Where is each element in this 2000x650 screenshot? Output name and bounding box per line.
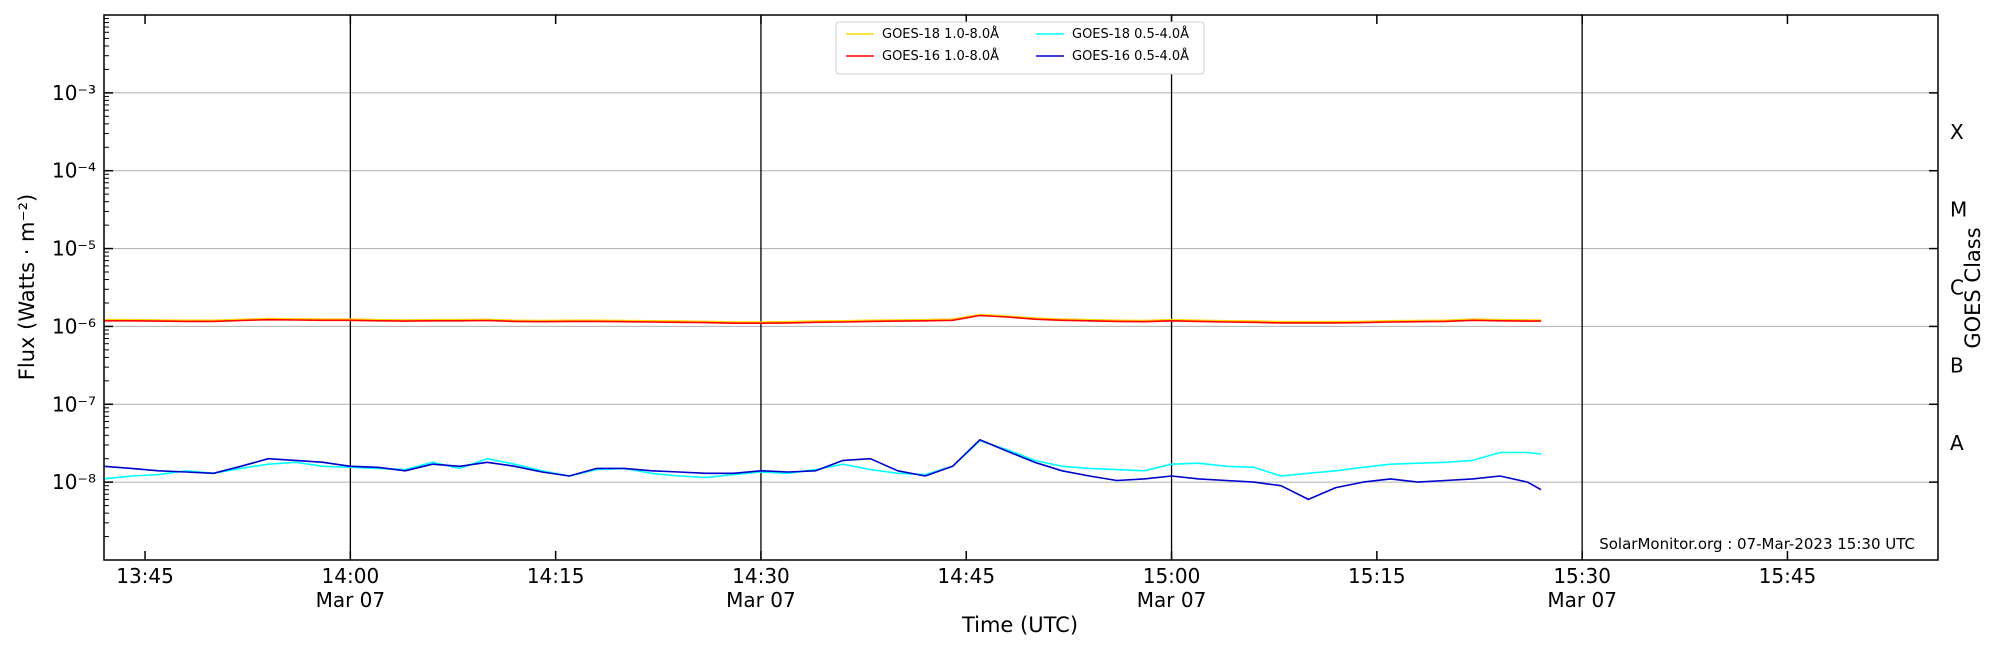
goes-class-a: A (1950, 431, 1964, 455)
series-line-3 (103, 438, 1542, 501)
legend-label-3: GOES-16 0.5-4.0Å (1072, 48, 1189, 64)
x-axis-title: Time (UTC) (961, 613, 1078, 637)
x-tick-date-7: Mar 07 (1547, 588, 1617, 612)
legend-label-0: GOES-18 1.0-8.0Å (882, 26, 999, 42)
y-tick-label-3: 10⁻⁵ (52, 237, 96, 261)
y-tick-label-1: 10⁻⁷ (52, 392, 96, 416)
goes-class-labels: X M C B A (1950, 120, 1967, 455)
x-tick-date-5: Mar 07 (1137, 588, 1207, 612)
goes-class-c: C (1950, 276, 1964, 300)
x-tick-date-3: Mar 07 (726, 588, 796, 612)
y-tick-label-2: 10⁻⁶ (52, 314, 96, 338)
series-layer (103, 313, 1542, 501)
series-line-0 (104, 313, 1542, 323)
legend-label-1: GOES-18 0.5-4.0Å (1072, 26, 1189, 42)
x-tick-label-6: 15:15 (1348, 564, 1406, 588)
grid-layer (104, 92, 1938, 483)
y-axis-title: Flux (Watts · m⁻²) (15, 194, 39, 380)
x-tick-label-7: 15:30 (1553, 564, 1611, 588)
legend-label-2: GOES-16 1.0-8.0Å (882, 48, 999, 64)
x-tick-label-0: 13:45 (116, 564, 174, 588)
legend: GOES-18 1.0-8.0Å GOES-16 1.0-8.0Å GOES-18 … (835, 21, 1205, 75)
y-tick-label-4: 10⁻⁴ (52, 159, 96, 183)
series-line-2 (104, 314, 1542, 325)
x-tick-date-1: Mar 07 (316, 588, 386, 612)
x-tick-label-4: 14:45 (937, 564, 995, 588)
goes-class-m: M (1950, 198, 1967, 222)
legend-box (835, 21, 1205, 75)
legend-entries: GOES-18 1.0-8.0Å GOES-16 1.0-8.0Å GOES-18 … (846, 26, 1189, 64)
x-tick-label-3: 14:30 (732, 564, 790, 588)
x-tick-label-8: 15:45 (1759, 564, 1817, 588)
y-tick-label-5: 10⁻³ (52, 81, 96, 105)
series-line-1 (103, 439, 1542, 480)
y2-axis-title: GOES Class (1961, 227, 1985, 348)
credit-text: SolarMonitor.org : 07-Mar-2023 15:30 UTC (1599, 535, 1915, 553)
vertical-time-lines (349, 15, 1583, 560)
goes-class-x: X (1950, 120, 1964, 144)
plot-frame (103, 14, 1939, 561)
x-tick-label-2: 14:15 (527, 564, 585, 588)
goes-class-b: B (1950, 353, 1964, 377)
y-tick-label-0: 10⁻⁸ (52, 470, 96, 494)
x-tick-label-5: 15:00 (1143, 564, 1201, 588)
y-axis-ticks: 10⁻⁸ 10⁻⁷ 10⁻⁶ 10⁻⁵ 10⁻⁴ 10⁻³ (52, 18, 1938, 538)
x-tick-label-1: 14:00 (322, 564, 380, 588)
